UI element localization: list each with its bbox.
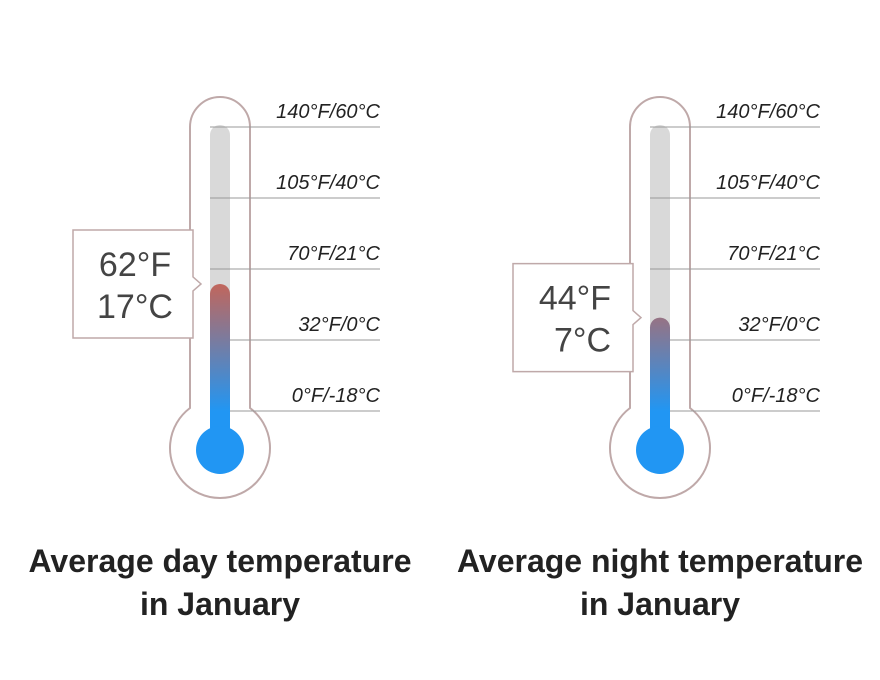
tick-label: 105°F/40°C bbox=[276, 172, 380, 194]
bulb bbox=[196, 426, 244, 474]
tick-label: 0°F/-18°C bbox=[732, 385, 821, 407]
value-label: 62°F bbox=[99, 246, 171, 284]
tick-label: 32°F/0°C bbox=[298, 314, 380, 336]
value-label: 44°F bbox=[539, 280, 611, 318]
value-label: 17°C bbox=[97, 288, 173, 326]
tick-label: 32°F/0°C bbox=[738, 314, 820, 336]
tick-label: 140°F/60°C bbox=[716, 101, 820, 123]
tick-label: 0°F/-18°C bbox=[292, 385, 381, 407]
value-label: 7°C bbox=[554, 322, 611, 360]
tick-label: 140°F/60°C bbox=[276, 101, 380, 123]
temperature-fill bbox=[210, 283, 230, 450]
bulb bbox=[636, 426, 684, 474]
value-callout bbox=[72, 229, 203, 339]
tick-label: 70°F/21°C bbox=[287, 243, 380, 265]
chart-title: Average night temperature in January bbox=[456, 543, 864, 622]
tick-label: 70°F/21°C bbox=[727, 243, 820, 265]
tick-label: 105°F/40°C bbox=[716, 172, 820, 194]
temperature-fill bbox=[650, 317, 670, 450]
value-callout bbox=[512, 262, 643, 373]
chart-title: Average day temperature in January bbox=[28, 543, 412, 622]
